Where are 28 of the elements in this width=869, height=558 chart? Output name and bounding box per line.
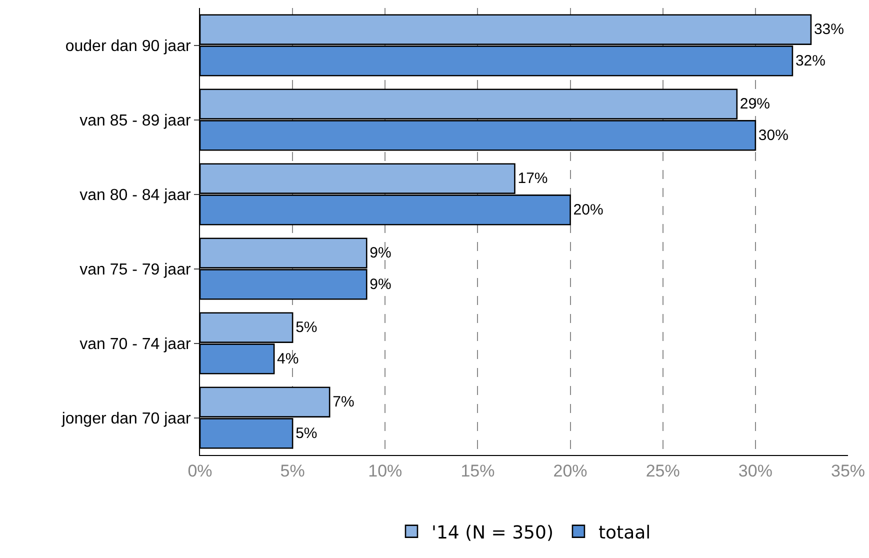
data-label: 5% [296, 319, 318, 336]
data-label: 5% [296, 424, 318, 442]
y-tick-label: van 70 - 74 jaar [80, 336, 192, 353]
x-tick-label: 35% [830, 461, 866, 480]
y-tick-label: jonger dan 70 jaar [60, 410, 192, 428]
data-label: 9% [370, 244, 392, 262]
y-tick-label: van 75 - 79 jaar [80, 261, 192, 278]
data-label: 4% [277, 350, 299, 368]
data-label: 20% [573, 201, 604, 218]
x-tick-label: 25% [646, 461, 680, 480]
data-label: 33% [814, 21, 844, 38]
y-tick-label: van 85 - 89 jaar [80, 112, 192, 130]
x-tick-label: 10% [368, 461, 402, 480]
x-tick-label: 20% [553, 461, 588, 480]
data-label: 9% [370, 276, 392, 293]
data-label: 17% [518, 170, 548, 188]
x-tick-label: 15% [460, 461, 495, 480]
x-tick-label: 0% [188, 461, 212, 480]
y-tick-label: van 80 - 84 jaar [80, 186, 192, 204]
x-tick-label: 5% [280, 461, 305, 480]
x-tick-label: 30% [738, 461, 772, 480]
data-label: 30% [758, 126, 788, 144]
data-label: 29% [740, 96, 770, 113]
legend-label: totaal [598, 522, 651, 544]
data-label: 32% [795, 52, 826, 70]
y-tick-label: ouder dan 90 jaar [65, 38, 192, 55]
legend-label: '14 (N = 350) [432, 522, 554, 544]
data-label: 7% [332, 394, 354, 411]
